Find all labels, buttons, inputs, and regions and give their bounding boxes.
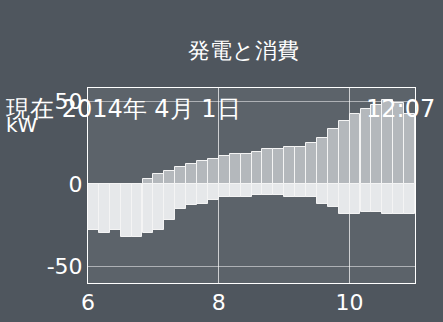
svg-text:50: 50	[55, 89, 83, 114]
svg-text:-50: -50	[47, 254, 83, 279]
svg-text:12:07: 12:07	[366, 95, 435, 123]
svg-text:8: 8	[212, 290, 226, 315]
svg-text:6: 6	[81, 290, 95, 315]
svg-text:現在 2014年 4月 1日: 現在 2014年 4月 1日	[6, 95, 241, 123]
svg-text:発電と消費: 発電と消費	[188, 38, 299, 63]
svg-text:kW: kW	[6, 113, 38, 137]
svg-text:0: 0	[69, 172, 83, 197]
svg-text:10: 10	[336, 290, 364, 315]
